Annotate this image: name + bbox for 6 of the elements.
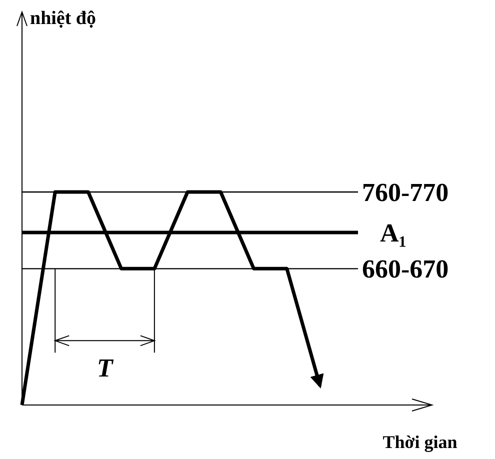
annotation: T	[96, 354, 114, 383]
text: 660-670	[362, 254, 449, 284]
ref-line-label: A₁	[380, 218, 407, 248]
x-axis-title: Thời gian	[382, 432, 458, 452]
text: nhiệt độ	[30, 8, 96, 29]
text: 760-770	[362, 178, 449, 207]
